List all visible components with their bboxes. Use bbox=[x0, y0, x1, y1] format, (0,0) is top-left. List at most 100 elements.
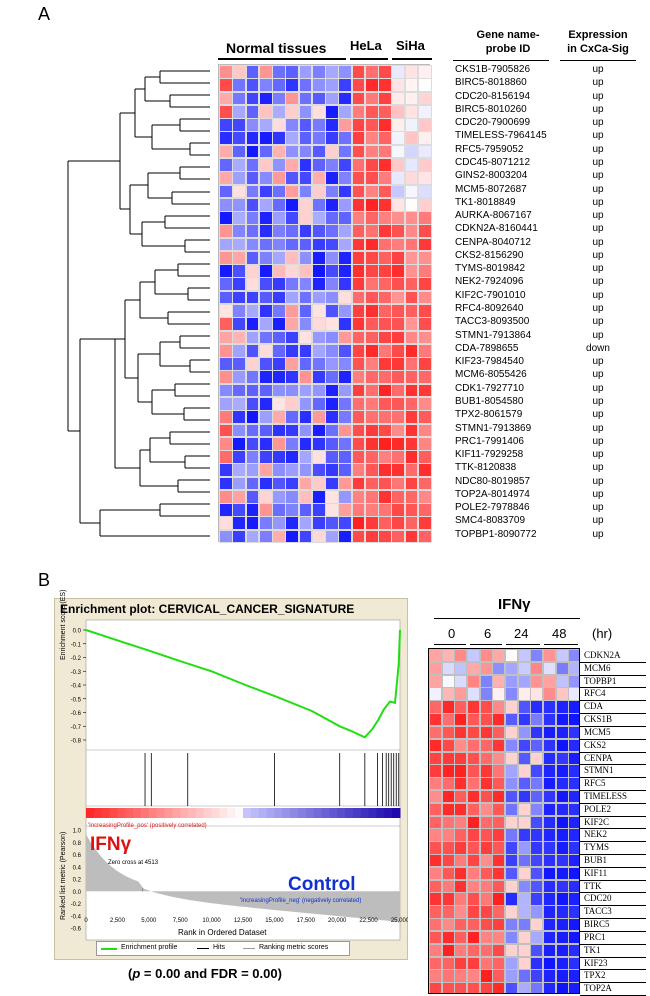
heatmap-cell bbox=[258, 516, 273, 531]
heatmap-cell bbox=[285, 264, 299, 278]
heatmap-cell bbox=[364, 330, 379, 345]
ifn-heatmap-cell bbox=[467, 930, 481, 945]
heatmap-cell bbox=[351, 157, 366, 172]
rank-bar-segment bbox=[117, 808, 126, 818]
heatmap-cell bbox=[338, 131, 352, 146]
heatmap-cell bbox=[364, 65, 379, 79]
rank-bar-segment bbox=[203, 808, 213, 818]
rank-bar-segment bbox=[313, 808, 322, 818]
heatmap-cell bbox=[417, 65, 432, 79]
ifn-heatmap-cell bbox=[568, 866, 579, 881]
ifn-heatmap-cell bbox=[517, 943, 531, 958]
ifn-heatmap-cell bbox=[441, 661, 455, 676]
heatmap-cell bbox=[364, 357, 379, 371]
heatmap-cell bbox=[285, 290, 299, 305]
heatmap-cell bbox=[364, 250, 379, 265]
heatmap-cell bbox=[325, 410, 339, 424]
ifn-heatmap-cell bbox=[429, 700, 443, 714]
ifn-heatmap-cell bbox=[543, 674, 557, 688]
expression-direction: up bbox=[592, 528, 604, 540]
gene-probe-id: SMC4-8083709 bbox=[455, 515, 526, 527]
ifn-heatmap-cell bbox=[543, 661, 557, 676]
gene-probe-id: CDC45-8071212 bbox=[455, 156, 531, 168]
expression-direction: up bbox=[592, 170, 604, 182]
ifn-heatmap-cell bbox=[467, 892, 481, 906]
ifn-gene-rule bbox=[580, 918, 646, 920]
heatmap-cell bbox=[219, 197, 233, 212]
heatmap-cell bbox=[364, 118, 379, 132]
heatmap-cell bbox=[404, 370, 419, 385]
ifn-heatmap-cell bbox=[543, 918, 557, 932]
heatmap-cell bbox=[378, 489, 392, 504]
heatmap-cell bbox=[285, 330, 299, 345]
ifn-heatmap-cell bbox=[492, 879, 506, 893]
heatmap-cell bbox=[351, 529, 366, 544]
ifn-heatmap-cell bbox=[555, 725, 569, 740]
heatmap-cell bbox=[351, 503, 366, 517]
heatmap-cell bbox=[417, 171, 432, 185]
ifn-heatmap-cell bbox=[505, 866, 519, 881]
heatmap-cell bbox=[272, 343, 286, 358]
ifn-heatmap-cell bbox=[505, 969, 519, 983]
ifn-treatment-label: IFNγ bbox=[498, 596, 531, 613]
ifn-gene-rule bbox=[580, 738, 646, 740]
heatmap-cell bbox=[351, 131, 366, 146]
heatmap-cell bbox=[245, 330, 260, 345]
heatmap-cell bbox=[338, 118, 352, 132]
expression-direction: up bbox=[592, 210, 604, 222]
heatmap-cell bbox=[272, 65, 286, 79]
heatmap-cell bbox=[258, 463, 273, 478]
gene-probe-id: CDA-7898655 bbox=[455, 342, 519, 354]
heatmap-cell bbox=[338, 450, 352, 464]
ifn-gene-rule bbox=[580, 930, 646, 932]
heatmap-cell bbox=[311, 91, 326, 106]
rank-bar-segment bbox=[376, 808, 385, 818]
heatmap-cell bbox=[325, 144, 339, 159]
ifn-heatmap-cell bbox=[429, 802, 443, 817]
ifn-heatmap-cell bbox=[505, 918, 519, 932]
expression-heatmap bbox=[218, 64, 432, 544]
heatmap-cell bbox=[351, 197, 366, 212]
gene-probe-header: Gene name- probe ID bbox=[476, 29, 540, 55]
ifn-heatmap-cell bbox=[441, 892, 455, 906]
rank-bar-segment bbox=[180, 808, 189, 818]
ifn-heatmap-cell bbox=[517, 764, 531, 778]
heatmap-cell bbox=[232, 277, 246, 292]
heatmap-cell bbox=[298, 450, 313, 464]
rank-tick-label: -0.4 bbox=[71, 914, 82, 920]
ifn-heatmap-cell bbox=[543, 892, 557, 906]
heatmap-cell bbox=[325, 423, 339, 438]
expression-direction: up bbox=[592, 130, 604, 142]
heatmap-cell bbox=[298, 463, 313, 478]
ifn-gene-name: KIF2C bbox=[584, 816, 610, 827]
ifn-heatmap-cell bbox=[517, 687, 531, 701]
heatmap-cell bbox=[391, 91, 405, 106]
heatmap-cell bbox=[258, 277, 273, 292]
heatmap-cell bbox=[325, 264, 339, 278]
heatmap-cell bbox=[417, 211, 432, 225]
heatmap-cell bbox=[391, 104, 405, 119]
ifn-heatmap-cell bbox=[492, 725, 506, 740]
heatmap-cell bbox=[338, 516, 352, 531]
heatmap-cell bbox=[285, 224, 299, 239]
ifn-heatmap-cell bbox=[505, 713, 519, 727]
tp24-bar bbox=[506, 644, 540, 645]
ifn-heatmap-cell bbox=[530, 713, 544, 727]
heatmap-cell bbox=[272, 118, 286, 132]
es-y-ticks: 0.0 -0.1 -0.2 -0.3 -0.4 -0.5 -0.6 -0.7 -0.8 bbox=[71, 629, 86, 745]
ifn-gene-rule bbox=[580, 879, 646, 881]
heatmap-cell bbox=[325, 197, 339, 212]
heatmap-cell bbox=[258, 370, 273, 385]
rank-bar-segment bbox=[148, 808, 158, 818]
ifn-heatmap-cell bbox=[454, 930, 468, 945]
heatmap-cell bbox=[245, 197, 260, 212]
ifn-heatmap-cell bbox=[555, 802, 569, 817]
gene-probe-id: KIF2C-7901010 bbox=[455, 289, 526, 301]
gene-probe-id: CDC20-8156194 bbox=[455, 90, 531, 102]
heatmap-cell bbox=[258, 450, 273, 464]
ifn-heatmap-cell bbox=[492, 713, 506, 727]
ifn-heatmap-cell bbox=[492, 969, 506, 983]
ifn-heatmap-cell bbox=[530, 777, 544, 791]
ifn-heatmap-cell bbox=[505, 841, 519, 855]
ifn-heatmap-cell bbox=[454, 879, 468, 893]
